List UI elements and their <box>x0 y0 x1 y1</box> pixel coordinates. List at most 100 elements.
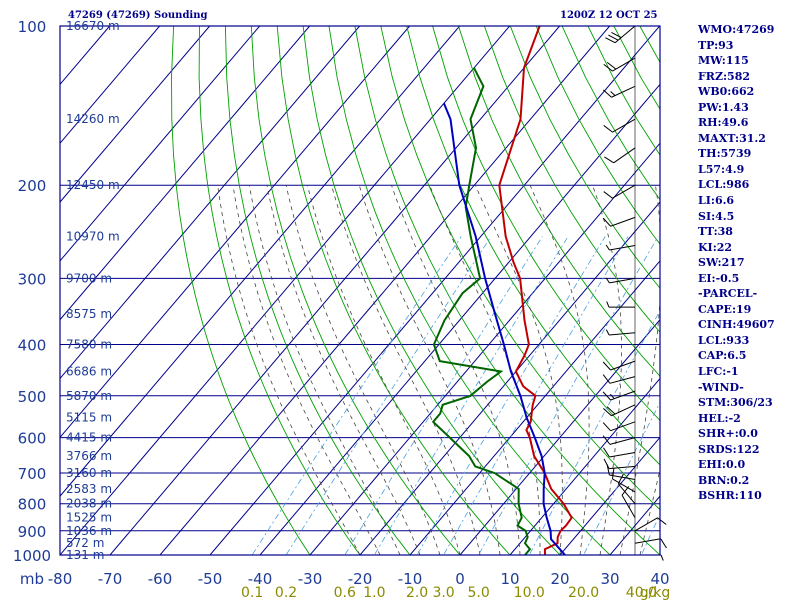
mixing-ratio-line <box>583 401 660 555</box>
wind-barb <box>602 374 636 384</box>
wind-barb <box>635 554 664 561</box>
isotherm <box>60 26 161 145</box>
dry-adiabat <box>276 26 511 555</box>
wind-barb <box>603 118 636 133</box>
wind-barb <box>602 404 636 417</box>
stability-indices: WMO:47269 TP:93 MW:115 FRZ:582 WB0:662 PW:1.4… <box>698 22 775 504</box>
stat-item: PW:1.43 <box>698 100 749 114</box>
height-label: 7580 m <box>66 337 112 351</box>
wind-barb <box>605 329 636 336</box>
moist-adiabat <box>429 185 541 555</box>
moist-adiabat <box>639 467 660 555</box>
temperature-tick-label: -30 <box>298 570 323 588</box>
pressure-tick-label: 400 <box>18 336 47 354</box>
moist-adiabat <box>285 185 441 555</box>
pressure-tick-label: 1000 <box>13 547 51 565</box>
stat-item: SI:4.5 <box>698 209 735 223</box>
mixing-ratio-tick-label: 0.1 <box>241 585 263 600</box>
isotherm <box>259 83 660 555</box>
mixing-ratio-line <box>251 236 462 555</box>
dry-adiabat <box>302 26 561 555</box>
isotherm <box>109 26 561 555</box>
height-label: 4415 m <box>66 431 112 445</box>
stat-item: EI:-0.5 <box>698 271 740 285</box>
stat-item: LCL:933 <box>698 333 750 347</box>
wind-barb <box>621 486 636 518</box>
mixing-ratio-tick-label: 10.0 <box>514 585 545 600</box>
chart-title: 47269 (47269) Sounding <box>68 10 208 21</box>
isotherm <box>60 26 311 321</box>
isotherm <box>359 201 660 555</box>
isotherm <box>209 26 660 555</box>
stat-item: HEL:-2 <box>698 411 741 425</box>
isotherm <box>60 26 511 555</box>
dry-adiabat <box>380 26 660 511</box>
height-label: 1525 m <box>66 511 112 525</box>
stat-item: MW:115 <box>698 54 749 68</box>
temperature-tick-label: -40 <box>248 570 273 588</box>
wind-barb <box>602 435 636 445</box>
moist-adiabat <box>307 185 461 555</box>
wind-barbs <box>602 25 667 561</box>
wind-barb <box>634 517 667 532</box>
pressure-tick-label: 600 <box>18 430 47 448</box>
height-label: 9700 m <box>66 271 112 285</box>
stat-item: STM:306/23 <box>698 396 773 410</box>
moist-adiabat <box>529 185 590 555</box>
stat-item: SHR+:0.0 <box>698 427 758 441</box>
stat-item: CAP:6.5 <box>698 349 747 363</box>
thermo-grid <box>60 26 800 566</box>
pressure-tick-label: 300 <box>18 270 47 288</box>
pressure-tick-label: 900 <box>18 523 47 541</box>
height-label: 12450 m <box>66 178 120 192</box>
stat-item: TH:5739 <box>698 147 752 161</box>
wind-barb <box>603 184 636 199</box>
moist-adiabat <box>331 185 481 555</box>
stat-item: BRN:0.2 <box>698 473 750 487</box>
temperature-tick-label: 20 <box>550 570 569 588</box>
stat-item: FRZ:582 <box>698 69 751 83</box>
pressure-tick-label: 100 <box>18 18 47 36</box>
height-label: 3766 m <box>66 449 112 463</box>
stat-item: MAXT:31.2 <box>698 131 766 145</box>
dry-adiabat <box>250 26 461 555</box>
wind-barb <box>603 447 636 458</box>
mixing-ratio-unit-label: g/kg <box>640 585 671 600</box>
stat-item: CAPE:19 <box>698 302 752 316</box>
temperature-tick-label: -80 <box>48 570 73 588</box>
moist-adiabat <box>358 185 501 555</box>
mixing-ratio-tick-label: 40.0 <box>626 585 657 600</box>
mixing-ratio-tick-label: 3.0 <box>432 585 454 600</box>
height-label: 3160 m <box>66 466 112 480</box>
stat-item: TP:93 <box>698 38 734 52</box>
moist-adiabat <box>592 185 622 555</box>
wind-barb <box>602 421 636 432</box>
height-label: 16670 m <box>66 19 120 33</box>
mixing-ratio-tick-label: 1.0 <box>363 585 385 600</box>
wind-barb <box>605 277 636 284</box>
mixing-ratio-line <box>443 236 629 555</box>
height-label: 14260 m <box>66 112 120 126</box>
isotherm <box>60 26 211 203</box>
dry-adiabat <box>171 26 311 555</box>
temperature-tick-label: -60 <box>148 570 173 588</box>
wind-barb <box>602 216 636 227</box>
stat-item: RH:49.6 <box>698 116 749 130</box>
height-label: 5870 m <box>66 389 112 403</box>
dry-adiabat <box>354 26 660 555</box>
dry-adiabat <box>795 26 800 566</box>
height-label: 10970 m <box>66 230 120 244</box>
height-label: 2038 m <box>66 497 112 511</box>
wind-barb <box>611 467 636 493</box>
temperature-tick-label: -50 <box>198 570 223 588</box>
mixing-ratio-line <box>344 236 543 555</box>
dry-adiabat <box>406 26 660 466</box>
stat-item: LI:6.6 <box>698 194 735 208</box>
mixing-ratio-line <box>285 236 492 555</box>
stat-item: WB0:662 <box>698 85 755 99</box>
dry-adiabat <box>224 26 411 555</box>
height-label: 6686 m <box>66 365 112 379</box>
wind-barb <box>602 390 636 401</box>
